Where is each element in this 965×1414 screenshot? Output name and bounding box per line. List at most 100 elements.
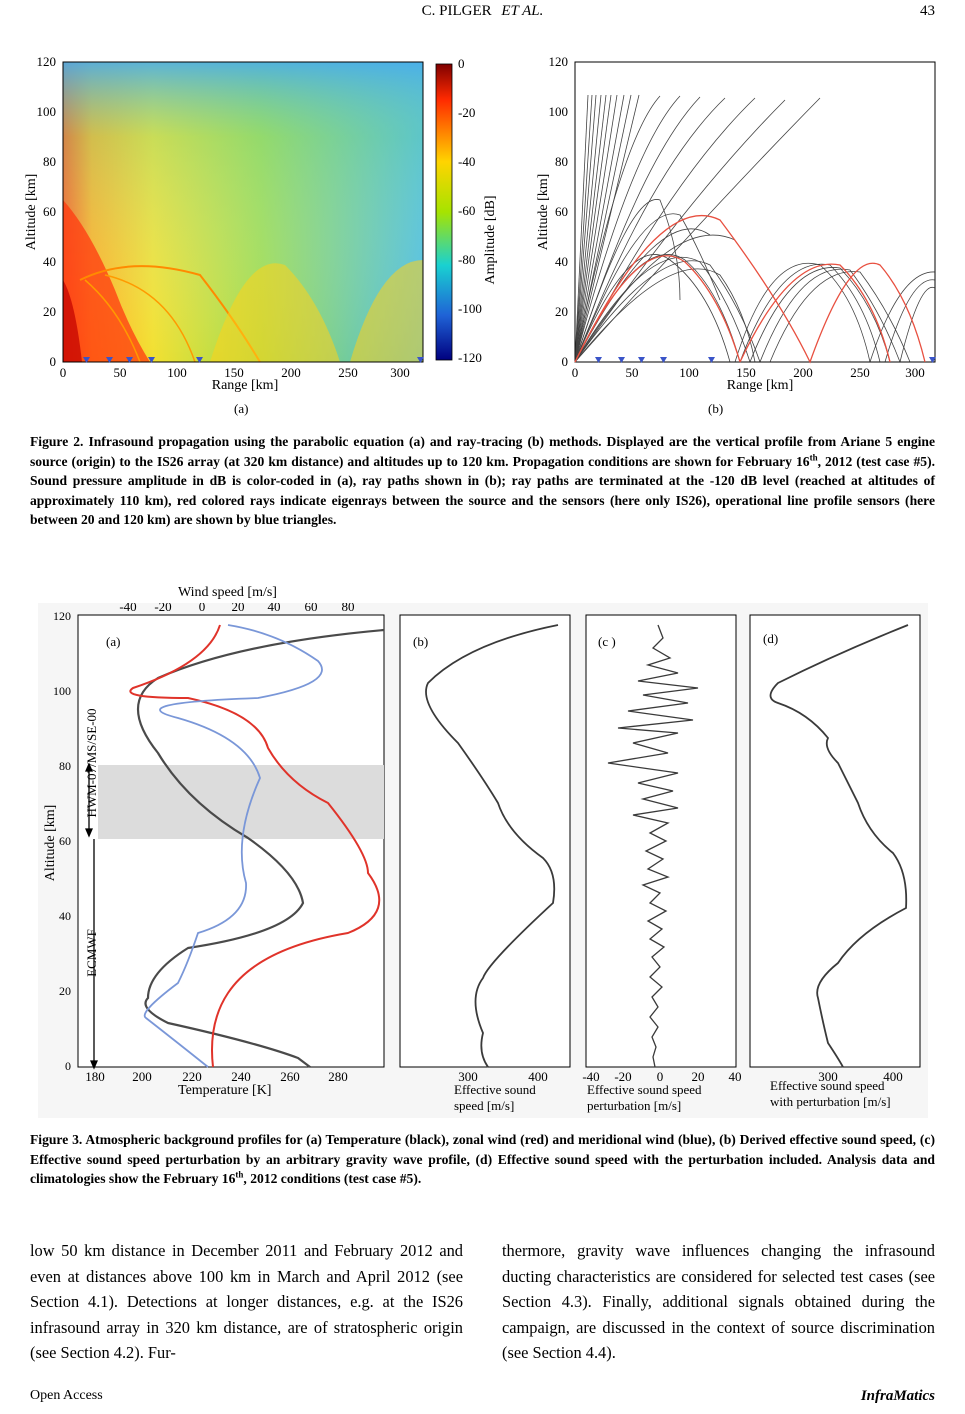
cb-tick: -60 xyxy=(458,203,475,218)
figure-2-panel-a xyxy=(62,61,424,363)
figure-3-panel-a xyxy=(77,614,385,1068)
perturbation-profile xyxy=(607,624,699,1068)
pb-xtick: 300 xyxy=(905,365,925,380)
c-tick: -40 xyxy=(582,1069,599,1084)
b-label-line1: Effective sound xyxy=(454,1082,536,1097)
header-et-al: ET AL. xyxy=(501,3,544,19)
panel-a-sensor-triangles xyxy=(83,357,424,363)
panel-b-xlabel: Range [km] xyxy=(727,378,793,393)
fig3-panel-c-label: (c ) xyxy=(598,634,616,649)
c-tick: 20 xyxy=(692,1069,705,1084)
fig3-model-arrows xyxy=(85,762,98,1070)
fig3-panel-b-label: (b) xyxy=(413,634,428,649)
pa-xtick: 250 xyxy=(338,365,358,380)
cb-tick: 0 xyxy=(458,56,465,71)
fig3-panel-d-label: (d) xyxy=(763,631,778,646)
pa-xtick: 50 xyxy=(114,365,127,380)
fig3-temp-label: Temperature [K] xyxy=(178,1083,271,1098)
figure-3-panel-c: (c ) -40 -20 0 20 40 Effective sound spe… xyxy=(582,614,742,1113)
c-tick: -20 xyxy=(614,1069,631,1084)
page-number: 43 xyxy=(920,3,935,19)
d-tick: 300 xyxy=(818,1069,838,1084)
alt-tick: 0 xyxy=(65,1059,71,1073)
body-column-right: thermore, gravity wave influences changi… xyxy=(502,1241,935,1363)
running-header: C. PILGER ET AL. xyxy=(0,3,965,20)
temp-tick: 240 xyxy=(231,1069,251,1084)
pb-xtick: 250 xyxy=(850,365,870,380)
d-label-line1: Effective sound speed xyxy=(770,1078,885,1093)
pb-ytick: 120 xyxy=(549,54,569,69)
panel-b-sensor-triangles xyxy=(595,357,936,363)
cb-tick: -120 xyxy=(458,350,482,365)
figure-3-caption-lead: Figure 3. Atmospheric background profile… xyxy=(30,1132,935,1186)
pb-ytick: 80 xyxy=(555,154,568,169)
pa-ytick: 60 xyxy=(43,204,56,219)
c-label-line2: perturbation [m/s] xyxy=(587,1098,681,1113)
pb-xtick: 150 xyxy=(736,365,756,380)
pa-ytick: 20 xyxy=(43,304,56,319)
figure-3-caption-tail: , 2012 conditions (test case #5). xyxy=(243,1171,422,1186)
figure-3-caption-sup: th xyxy=(235,1169,244,1180)
wind-tick: 40 xyxy=(268,603,281,614)
meridional-wind-profile xyxy=(143,624,323,1068)
figure-2-graphic: 120 100 80 60 40 20 0 0 50 100 150 200 2… xyxy=(24,54,936,393)
temp-tick: 260 xyxy=(280,1069,300,1084)
footer-open-access: Open Access xyxy=(30,1388,103,1403)
wind-tick: 0 xyxy=(199,603,206,614)
pa-xtick: 300 xyxy=(390,365,410,380)
wind-tick: 60 xyxy=(305,603,318,614)
pb-ytick: 100 xyxy=(549,104,569,119)
alt-tick: 60 xyxy=(59,834,71,848)
figure-3: -40 -20 0 20 40 60 80 120 100 80 60 40 2… xyxy=(38,599,928,1118)
footer-journal: InfraMatics xyxy=(860,1388,935,1404)
figure-2-panel-b xyxy=(574,61,936,364)
pb-xtick: 200 xyxy=(793,365,813,380)
alt-tick: 40 xyxy=(59,909,71,923)
pa-ytick: 40 xyxy=(43,254,56,269)
colorbar-ticks: 0 -20 -40 -60 -80 -100 -120 xyxy=(458,56,482,365)
fig3-wind-ticks: -40 -20 0 20 40 60 80 xyxy=(119,599,355,614)
fig3-alt-ticks: 120 100 80 60 40 20 0 xyxy=(53,609,71,1073)
d-tick: 400 xyxy=(883,1069,903,1084)
effective-sound-speed-profile xyxy=(425,624,559,1068)
transition-band xyxy=(98,765,384,839)
fig3-model-lower: ECMWF xyxy=(84,929,99,977)
c-tick: 0 xyxy=(657,1069,664,1084)
fig3-alt-label: Altitude [km] xyxy=(43,805,58,882)
figure-2-subcaption-a: (a) xyxy=(234,401,249,416)
cb-tick: -20 xyxy=(458,105,475,120)
figure-2-caption-tail: , 2012 (test case #5). Sound pressure am… xyxy=(30,453,935,528)
figure-3-graphic: -40 -20 0 20 40 60 80 120 100 80 60 40 2… xyxy=(43,599,921,1113)
panel-b-y-ticks: 120 100 80 60 40 20 0 xyxy=(549,54,569,369)
figure-2-caption-sup: th xyxy=(809,451,818,462)
header-authors: C. PILGER xyxy=(421,3,492,19)
temp-tick: 180 xyxy=(85,1069,105,1084)
temp-tick: 200 xyxy=(132,1069,152,1084)
pa-xtick: 0 xyxy=(60,365,67,380)
colorbar-label: Amplitude [dB] xyxy=(483,195,498,284)
effective-sound-speed-perturbed-profile xyxy=(769,624,909,1068)
fig3-wind-label-text: Wind speed [m/s] xyxy=(178,585,277,600)
panel-a-ylabel: Altitude [km] xyxy=(24,174,39,251)
figure-2-subcaption-b: (b) xyxy=(708,401,724,416)
panel-a-xlabel: Range [km] xyxy=(212,378,278,393)
cb-tick: -40 xyxy=(458,154,475,169)
pb-xtick: 50 xyxy=(626,365,639,380)
c-label-line1: Effective sound speed xyxy=(587,1082,702,1097)
figure-2-caption: Figure 2. Infrasound propagation using t… xyxy=(30,432,935,530)
temp-tick: 280 xyxy=(328,1069,348,1084)
figure-3-panel-d: (d) 300 400 Effective sound speed with p… xyxy=(749,614,921,1109)
wind-tick: -40 xyxy=(119,603,136,614)
panel-b-ylabel: Altitude [km] xyxy=(536,174,551,251)
pb-xtick: 100 xyxy=(679,365,699,380)
wind-tick: 80 xyxy=(342,603,355,614)
panel-a-y-ticks: 120 100 80 60 40 20 0 xyxy=(37,54,57,369)
pa-xtick: 200 xyxy=(281,365,301,380)
alt-tick: 20 xyxy=(59,984,71,998)
pa-xtick: 150 xyxy=(224,365,244,380)
c-tick: 40 xyxy=(729,1069,742,1084)
b-label-line2: speed [m/s] xyxy=(454,1098,514,1113)
pb-ytick: 20 xyxy=(555,304,568,319)
pa-xtick: 100 xyxy=(167,365,187,380)
pa-ytick: 80 xyxy=(43,154,56,169)
